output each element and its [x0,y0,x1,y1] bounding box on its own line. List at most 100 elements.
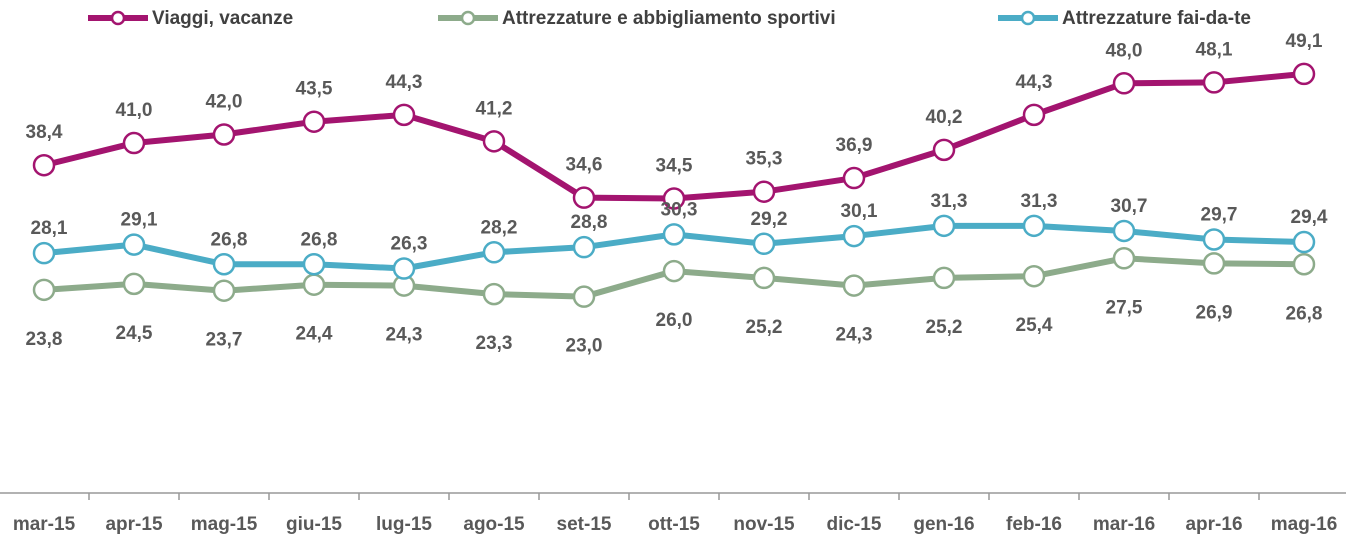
data-label: 28,1 [31,218,68,239]
point [482,241,506,264]
point [572,186,596,209]
point [1112,219,1136,243]
point [1202,252,1226,275]
data-label: 23,0 [566,336,603,357]
data-label: 23,8 [26,329,63,350]
data-label: 38,4 [26,122,63,143]
data-label: 48,0 [1106,40,1143,61]
legend-marker [1020,10,1036,26]
legend-label: Attrezzature fai-da-te [1062,8,1251,29]
x-tick-label: mar-16 [1093,514,1155,535]
x-tick-label: mar-15 [13,514,76,535]
x-tick-label: ott-15 [648,514,700,535]
point [482,130,506,153]
point [392,103,416,127]
point [302,110,326,133]
point [212,252,236,276]
data-label: 34,6 [566,155,603,176]
data-label: 26,9 [1196,302,1233,323]
x-tick-label: apr-15 [105,514,162,535]
point [1022,103,1046,127]
data-label: 24,3 [386,325,423,346]
data-label: 41,0 [116,100,153,121]
point [1292,230,1316,254]
point [572,285,596,308]
point [302,252,326,276]
data-label: 31,3 [1021,191,1058,212]
x-tick-label: mag-16 [1271,514,1338,535]
point [302,273,326,296]
point [122,272,146,296]
data-label: 43,5 [296,79,333,100]
data-label: 40,2 [926,107,963,128]
point [122,233,146,256]
data-label: 29,2 [751,209,788,230]
data-label: 25,2 [746,317,783,338]
data-label: 24,4 [296,324,333,345]
data-label: 49,1 [1286,31,1323,52]
x-tick-label: feb-16 [1006,514,1062,535]
point [662,259,686,283]
x-tick-label: nov-15 [733,514,795,535]
data-label: 30,7 [1111,196,1148,217]
point [1022,214,1046,238]
point [1202,71,1226,94]
data-label: 24,5 [116,323,153,344]
data-label: 26,8 [301,229,338,250]
data-label: 26,3 [391,234,428,255]
legend-label: Viaggi, vacanze [152,8,293,29]
data-label: 42,0 [206,92,243,113]
point [1202,228,1226,251]
legend-marker [460,10,476,26]
data-label: 25,2 [926,317,963,338]
point [122,131,146,155]
point [1112,72,1136,95]
point [212,123,236,146]
data-label: 29,1 [121,210,158,231]
point [1292,252,1316,276]
data-label: 41,2 [476,98,513,119]
data-label: 29,4 [1291,207,1328,228]
data-label: 24,3 [836,325,873,346]
data-label: 23,7 [206,330,243,351]
data-label: 28,8 [571,212,608,233]
data-label: 44,3 [386,72,423,93]
point [1292,62,1316,86]
data-label: 36,9 [836,135,873,156]
data-label: 31,3 [931,191,968,212]
point [752,266,776,290]
x-tick-label: mag-15 [191,514,258,535]
point [842,166,866,190]
data-label: 30,3 [661,199,698,220]
data-label: 48,1 [1196,39,1233,60]
point [32,278,56,302]
legend-label: Attrezzature e abbigliamento sportivi [502,8,836,29]
data-label: 27,5 [1106,297,1143,318]
point [932,266,956,290]
data-label: 26,8 [1286,303,1323,324]
point [842,224,866,248]
point [1112,247,1136,270]
point [752,232,776,256]
point [32,241,56,265]
point [662,187,686,210]
point [32,153,56,177]
point [212,279,236,302]
point [392,257,416,280]
point [572,235,596,259]
data-label: 25,4 [1016,315,1053,336]
data-label: 34,5 [656,156,693,177]
data-label: 29,7 [1201,205,1238,226]
point [842,274,866,297]
data-label: 26,8 [211,229,248,250]
legend-marker [110,10,126,26]
x-tick-label: lug-15 [376,514,432,535]
x-tick-label: ago-15 [463,514,525,535]
point [752,180,776,203]
point [932,214,956,238]
data-label: 35,3 [746,149,783,170]
point [1022,264,1046,288]
point [482,282,506,306]
data-label: 23,3 [476,333,513,354]
